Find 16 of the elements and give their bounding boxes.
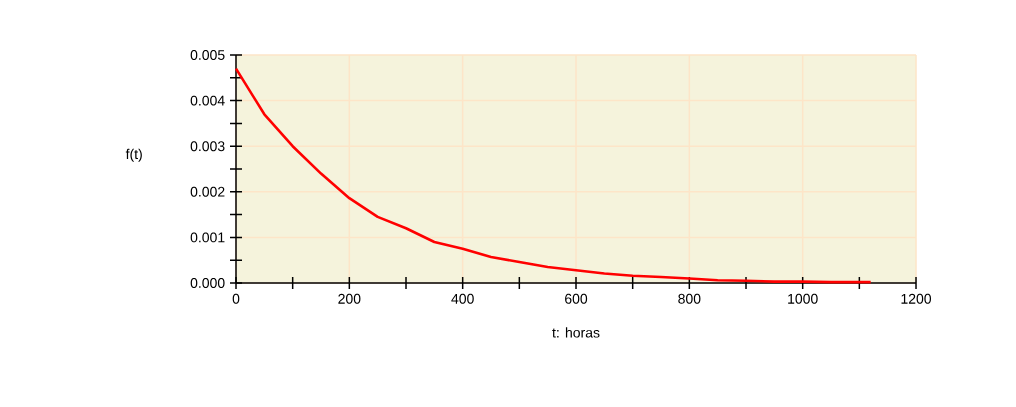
x-tick-label: 0 [232,293,240,304]
x-tick-label: 400 [451,293,474,304]
x-tick-label: 1200 [901,293,932,304]
y-tick-label: 0.001 [190,232,225,243]
text: 0.000 [190,278,225,288]
y-tick-label: 0.005 [190,50,225,60]
x-tick-label: 600 [565,293,588,304]
x-tick-label: 200 [338,293,361,304]
y-tick-label: 0.002 [190,186,225,197]
line-series [234,67,872,284]
x-axis-title: t: horas [552,327,600,338]
y-tick-label: 0.003 [190,141,225,152]
x-tick-label: 1000 [788,293,818,304]
y-tick-label: 0.004 [190,95,225,106]
y-axis-title: f(t) [125,148,142,162]
x-tick-label: 800 [678,293,701,304]
